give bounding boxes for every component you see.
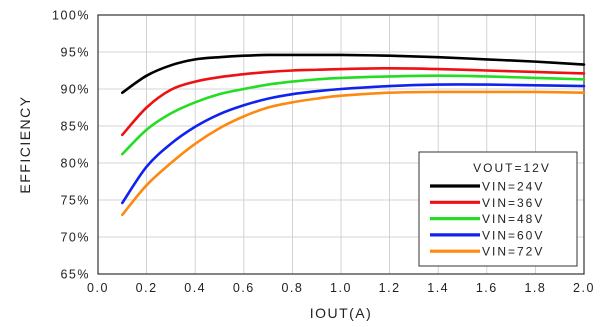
series-layer — [121, 53, 586, 217]
y-tick-label: 85% — [60, 120, 90, 134]
y-tick-label: 75% — [60, 194, 90, 208]
series-line-5 — [121, 90, 586, 217]
y-axis-label: EFFICIENCY — [17, 95, 33, 193]
y-tick-label: 100% — [52, 9, 90, 23]
plot-frame — [97, 14, 585, 275]
series-line-3 — [121, 74, 586, 156]
legend-entry-1: VIN=24V — [482, 180, 544, 194]
x-tick-label: 0.2 — [136, 281, 158, 295]
legend-entry-3: VIN=48V — [482, 212, 544, 226]
series-line-2 — [121, 66, 586, 137]
y-tick-label: 80% — [60, 157, 90, 171]
legend-box — [418, 151, 578, 267]
series-line-4 — [121, 83, 586, 205]
x-tick-label: 1.4 — [427, 281, 449, 295]
x-tick-label: 1.0 — [330, 281, 352, 295]
x-tick-label: 0.8 — [281, 281, 303, 295]
tick-labels: 0.0 0.2 0.4 0.6 0.8 1.0 1.2 1.4 1.6 1.8 2.0 65% 70% 7… — [52, 9, 595, 296]
y-tick-label: 90% — [60, 83, 90, 97]
x-tick-label: 1.2 — [379, 281, 401, 295]
x-tick-label: 2.0 — [573, 281, 595, 295]
legend-entry-4: VIN=60V — [482, 228, 544, 242]
x-axis-label: IOUT(A) — [310, 305, 373, 321]
legend-entry-2: VIN=36V — [482, 196, 544, 210]
y-tick-label: 95% — [60, 46, 90, 60]
legend: VOUT=12V VIN=24V VIN=36V VIN=48V VIN=60V VIN… — [418, 151, 578, 267]
y-tick-label: 65% — [60, 268, 90, 282]
x-tick-label: 0.0 — [87, 281, 109, 295]
x-tick-label: 1.8 — [524, 281, 546, 295]
x-tick-label: 0.6 — [233, 281, 255, 295]
legend-entry-5: VIN=72V — [482, 245, 544, 259]
series-line-1 — [121, 53, 586, 94]
x-tick-label: 0.4 — [184, 281, 206, 295]
x-tick-label: 1.6 — [476, 281, 498, 295]
legend-title: VOUT=12V — [473, 161, 551, 175]
y-tick-label: 70% — [60, 231, 90, 245]
